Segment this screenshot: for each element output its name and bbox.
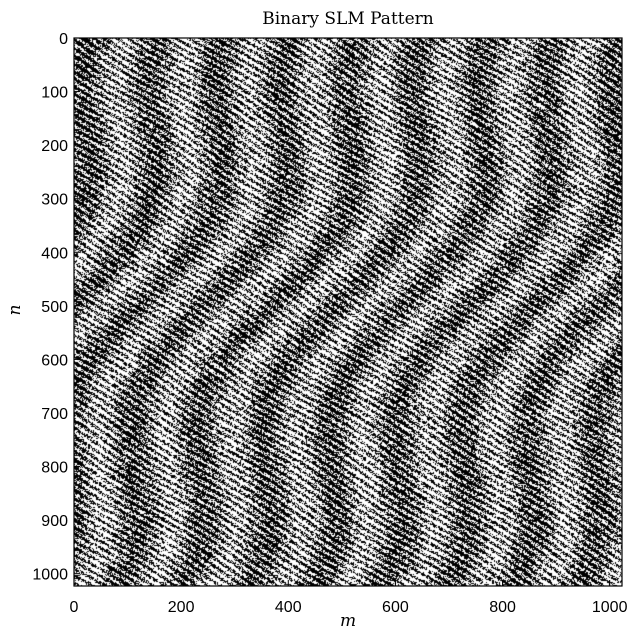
plot-area <box>73 37 623 587</box>
y-tick-label: 500 <box>41 299 68 316</box>
x-tick-label: 600 <box>382 599 409 616</box>
y-tick-label: 1000 <box>32 567 68 584</box>
x-tick-label: 0 <box>70 599 79 616</box>
plot-frame <box>73 37 623 587</box>
y-tick-label: 300 <box>41 192 68 209</box>
y-tick-label: 600 <box>41 352 68 369</box>
y-tick-label: 200 <box>41 138 68 155</box>
x-tick-label: 400 <box>275 599 302 616</box>
y-tick-label: 700 <box>41 406 68 423</box>
y-axis-label: n <box>5 305 25 316</box>
x-axis: 0 200 400 600 800 1000 <box>70 580 628 616</box>
y-tick-label: 800 <box>41 460 68 477</box>
x-tick-label: 800 <box>489 599 516 616</box>
y-tick-label: 400 <box>41 245 68 262</box>
x-tick-label: 1000 <box>592 599 628 616</box>
y-axis: 0 100 200 300 400 500 600 700 800 900 1000 <box>32 31 80 584</box>
y-tick-label: 100 <box>41 85 68 102</box>
chart-title: Binary SLM Pattern <box>262 9 434 29</box>
y-tick-label: 900 <box>41 513 68 530</box>
x-tick-label: 200 <box>168 599 195 616</box>
x-axis-label: m <box>340 611 356 627</box>
y-tick-label: 0 <box>59 31 68 48</box>
slm-pattern-image <box>74 38 622 586</box>
